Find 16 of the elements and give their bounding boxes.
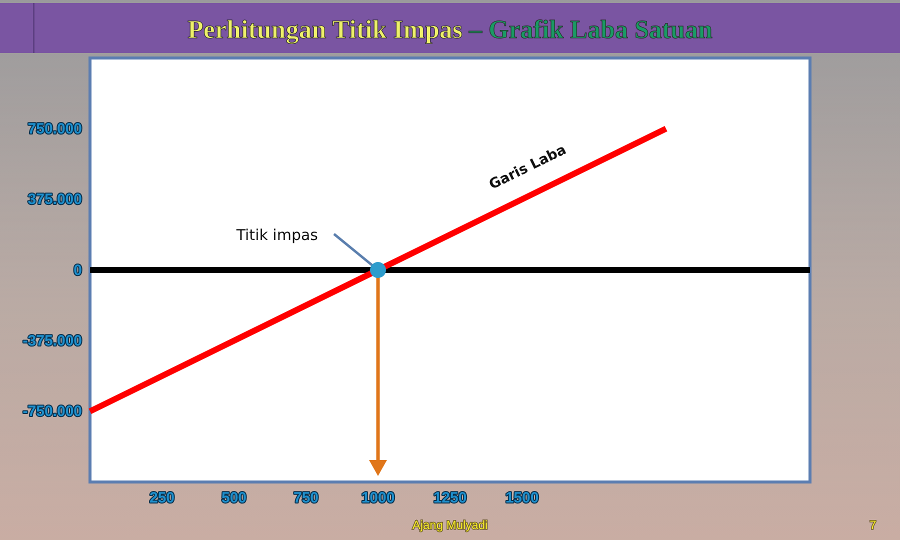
x-tick-label: 500 <box>221 490 247 507</box>
x-tick-label: 750 <box>293 490 319 507</box>
text: Ajang Mulyadi <box>412 518 488 532</box>
y-tick-label: 375.000 <box>28 191 82 208</box>
text: Garis Laba <box>486 142 569 194</box>
y-tick-label: 750.000 <box>28 120 82 138</box>
y-tick-label: -750.000 <box>22 403 82 420</box>
y-tick-label: -375.000 <box>22 332 82 350</box>
x-tick-label: 250 <box>149 490 175 507</box>
chart-title: Perhitungan Titik Impas – Grafik Laba Satuan <box>188 15 714 44</box>
text: 7 <box>870 518 877 532</box>
x-tick-label: 1500 <box>505 490 539 507</box>
y-tick-label: 0 <box>74 262 82 279</box>
x-tick-label: 1000 <box>361 490 395 507</box>
annotation: Titik impas <box>235 226 318 244</box>
x-tick-label: 1250 <box>433 490 467 507</box>
